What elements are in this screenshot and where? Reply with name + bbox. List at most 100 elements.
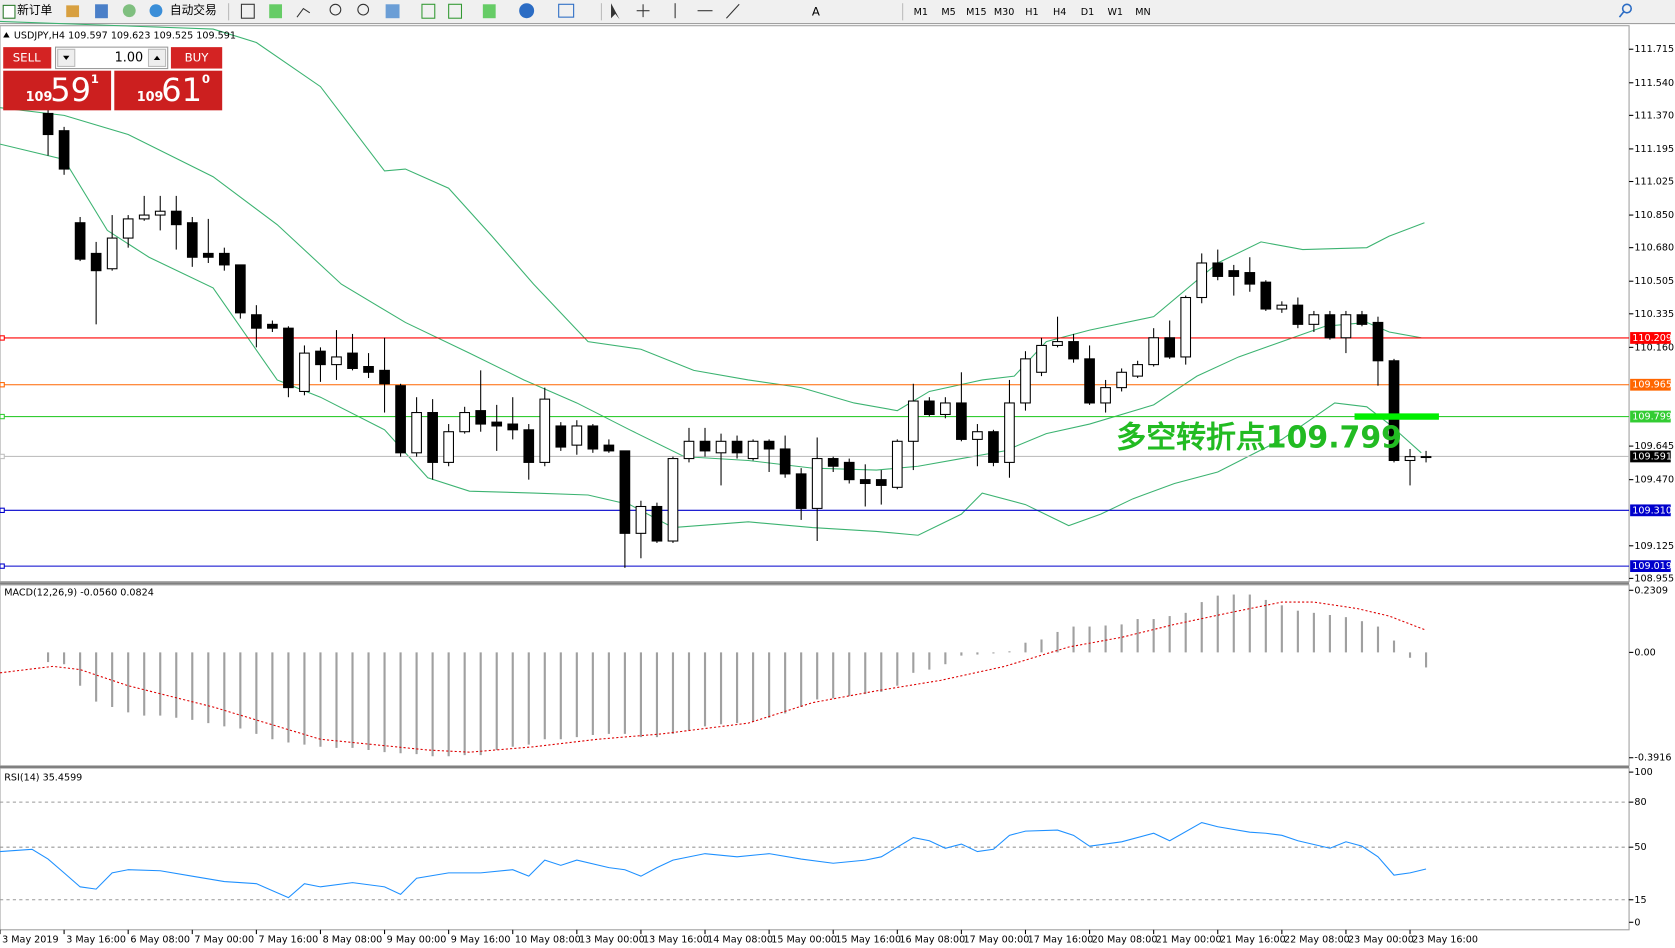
y-tick-label: 110.850 <box>1634 210 1674 221</box>
candle-body <box>299 352 310 392</box>
toolbar-icon[interactable] <box>66 5 80 18</box>
timeframe-button[interactable]: H1 <box>1025 7 1038 18</box>
candle-body <box>1324 314 1336 339</box>
timeframe-button[interactable]: M30 <box>994 7 1015 18</box>
level-label: 109.965 <box>1632 380 1672 391</box>
search-icon[interactable] <box>1618 11 1625 18</box>
lots-up-arrow[interactable] <box>153 55 161 60</box>
candle-body <box>988 431 999 463</box>
y-tick-label: 109.125 <box>1634 541 1674 552</box>
lots-input[interactable] <box>55 46 169 70</box>
timeframe-button[interactable]: H4 <box>1053 7 1066 18</box>
candle-body <box>1228 270 1240 277</box>
candle-body <box>170 210 182 226</box>
lots-down-arrow[interactable] <box>63 55 70 60</box>
auto-trading-button[interactable]: 自动交易 <box>170 3 217 17</box>
candle-body <box>251 314 262 329</box>
lots-value[interactable]: 1.00 <box>115 50 144 65</box>
buy-price-pips[interactable]: 61 <box>161 71 202 109</box>
toolbar-icon[interactable] <box>296 7 311 18</box>
level-handle <box>0 382 5 388</box>
sell-button[interactable] <box>3 47 52 69</box>
toolbar-icon[interactable] <box>240 3 255 19</box>
x-tick-label: 16 May 08:00 <box>899 934 965 945</box>
toolbar-icon[interactable] <box>482 4 496 19</box>
zoom-out-icon[interactable] <box>357 3 370 16</box>
candle-body <box>1260 281 1272 310</box>
toolbar-icon[interactable] <box>95 4 108 19</box>
x-tick-label: 20 May 08:00 <box>1092 934 1158 945</box>
candle-body <box>1100 387 1111 404</box>
auto-trading-icon[interactable] <box>149 4 163 18</box>
candle-body <box>395 385 406 454</box>
level-label-box <box>1630 560 1671 573</box>
candle-body <box>475 410 487 425</box>
timeframe-button[interactable]: M5 <box>941 7 955 18</box>
candle-body <box>923 400 935 415</box>
toolbar-icon[interactable] <box>519 3 535 19</box>
x-tick-label: 9 May 16:00 <box>451 934 511 945</box>
x-tick-label: 9 May 00:00 <box>387 934 447 945</box>
x-tick-label: 7 May 00:00 <box>194 934 254 945</box>
new-order-button[interactable]: 新订单 <box>17 3 52 17</box>
cursor-icon[interactable] <box>611 3 620 20</box>
timeframe-button[interactable]: M15 <box>966 7 987 18</box>
timeframe-button[interactable]: W1 <box>1107 7 1123 18</box>
candle-body <box>539 398 551 463</box>
timeframe-button[interactable]: MN <box>1135 7 1150 18</box>
sell-price-pips[interactable]: 59 <box>50 71 91 109</box>
level-handle <box>0 507 5 514</box>
toolbar-icon[interactable] <box>558 3 575 18</box>
x-tick-label: 14 May 08:00 <box>707 934 773 945</box>
candle-body <box>875 479 887 486</box>
sell-label[interactable]: SELL <box>13 50 41 64</box>
annotation: 多空转折点109.799 <box>1116 421 1402 456</box>
buy-price-frac[interactable]: 0 <box>202 72 210 86</box>
toolbar-icon[interactable] <box>122 4 136 18</box>
new-order-icon[interactable] <box>2 4 16 19</box>
candle-body <box>843 461 855 481</box>
y-tick-label: 111.025 <box>1634 177 1674 188</box>
x-tick-label: 15 May 16:00 <box>835 934 901 945</box>
sell-price-box[interactable] <box>3 70 112 111</box>
y-tick-label: -0.3916 <box>1634 753 1671 764</box>
toolbar-icon[interactable] <box>385 4 400 19</box>
macd-title: MACD(12,26,9) -0.0560 0.0824 <box>4 587 154 598</box>
trendline-icon[interactable] <box>726 3 740 19</box>
toolbar-icon[interactable] <box>448 3 463 19</box>
candle-body <box>1292 304 1304 325</box>
candle-body <box>1180 296 1192 358</box>
level-handle <box>0 335 5 341</box>
candle-body <box>1084 358 1095 404</box>
buy-price-big[interactable]: 109 <box>137 90 164 105</box>
sell-price-big[interactable]: 109 <box>26 90 53 105</box>
candle-body <box>715 440 727 454</box>
candle-body <box>619 450 631 534</box>
candle-body <box>603 444 615 452</box>
bollinger-band <box>0 143 1422 536</box>
text-tool[interactable]: A <box>812 4 820 18</box>
candle-body <box>956 402 967 440</box>
candle-body <box>763 440 775 450</box>
zoom-in-icon[interactable] <box>329 3 342 16</box>
level-label-box <box>1630 504 1671 517</box>
buy-button[interactable] <box>170 47 223 69</box>
candle-body <box>683 440 695 460</box>
x-tick-label: 8 May 08:00 <box>323 934 383 945</box>
rsi-title: RSI(14) 35.4599 <box>4 773 82 784</box>
collapse-icon[interactable] <box>3 32 10 38</box>
toolbar-icon[interactable] <box>269 4 283 19</box>
sell-price-frac[interactable]: 1 <box>91 72 99 86</box>
candle-body <box>859 479 871 485</box>
buy-label[interactable]: BUY <box>185 50 210 64</box>
timeframe-button[interactable]: M1 <box>914 7 928 18</box>
buy-price-box[interactable] <box>114 70 223 111</box>
candle-body <box>411 412 422 454</box>
toolbar-icon[interactable] <box>421 3 436 19</box>
candle-body <box>972 431 983 440</box>
candle-body <box>1388 360 1400 462</box>
timeframe-button[interactable]: D1 <box>1081 7 1094 18</box>
search-icon[interactable] <box>1621 3 1633 14</box>
candle-body <box>555 425 567 448</box>
level-label: 109.310 <box>1632 505 1672 516</box>
